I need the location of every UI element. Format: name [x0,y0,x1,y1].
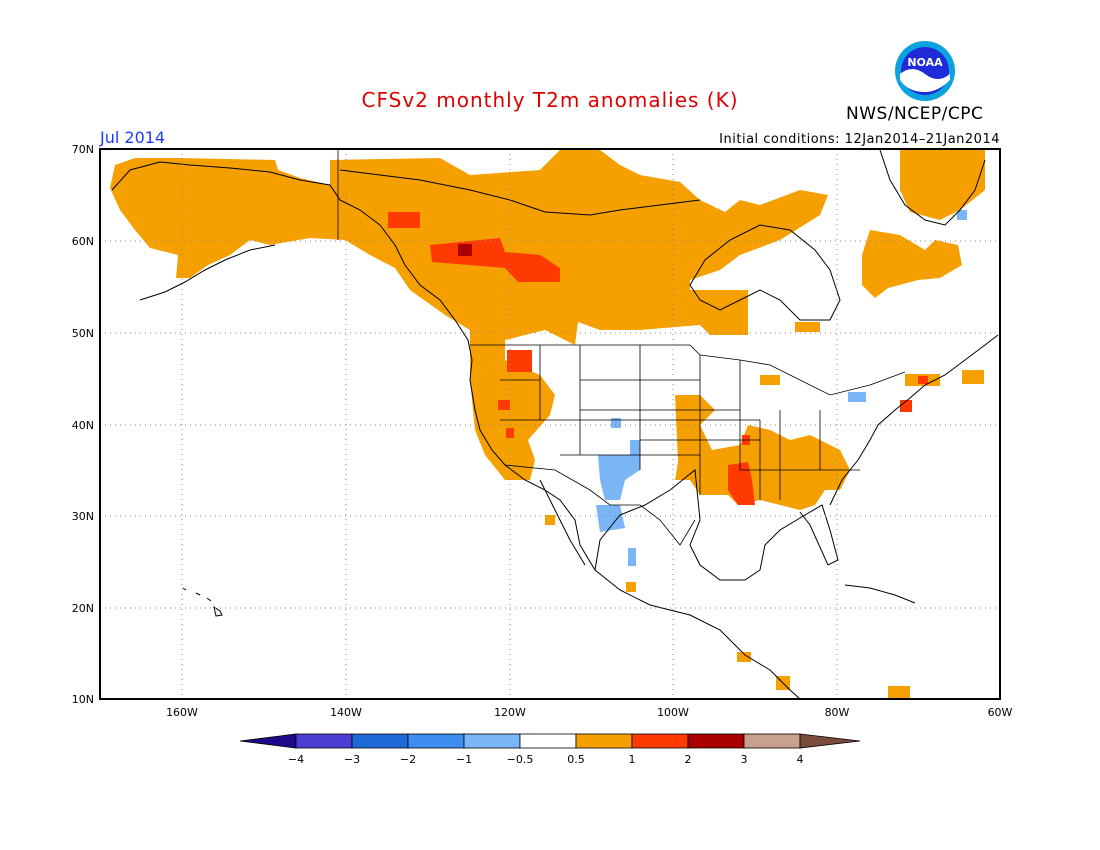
lon-label: 60W [988,706,1013,719]
aleutian-coastline [139,244,276,301]
labrador-cool-patch [957,210,967,220]
colorbar-label: −1 [456,753,472,766]
initial-conditions: Initial conditions: 12Jan2014–21Jan2014 [719,132,1000,147]
lat-label: 30N [72,510,94,523]
baja-coastline [539,479,586,566]
chart-title: CFSv2 monthly T2m anomalies (K) [361,88,739,112]
lat-label: 10N [72,693,94,706]
colorado-cool-patch [611,418,621,428]
state-borders [500,345,860,500]
colorbar-label: −0.5 [507,753,534,766]
colorbar-label: −3 [344,753,360,766]
colorbar-min-arrow [239,733,297,749]
cuba-coastline [844,584,916,604]
greenland-warm-region [900,150,985,220]
colorbar-label: −2 [400,753,416,766]
us-mexico-border [504,464,696,546]
lat-label: 60N [72,235,94,248]
alaska-coastline [111,161,801,699]
bc-red-patch [388,212,420,228]
central-america-warm-patch [737,652,751,662]
maine-red-patch [918,376,928,384]
colorbar-segment [407,733,465,749]
lat-label: 50N [72,327,94,340]
mexico-warm-patch [626,582,636,592]
colorbar-segment [575,733,633,749]
plot-frame [99,148,1001,700]
lat-label: 40N [72,419,94,432]
mexico-cool-patch [628,548,636,566]
colorbar-segment [631,733,689,749]
colorbar-max-arrow [799,733,861,749]
agency-label: NWS/NCEP/CPC [846,104,984,124]
colorbar-segment [295,733,353,749]
lon-label: 160W [166,706,198,719]
hudson-bay-coastline [689,224,841,321]
anomaly-fields [110,150,985,699]
south-central-warm-region [675,395,850,510]
colorbar-label: 0.5 [567,753,585,766]
colorbar-label: 1 [629,753,636,766]
colorbar-label: 3 [741,753,748,766]
california-red-patch-2 [506,428,514,438]
great-lakes-warm-patch [760,375,780,385]
gulf-coast-warm-patch [545,515,555,525]
south-america-warm-patch [888,686,910,699]
east-coastline [829,334,999,506]
hudson-warm-patch [795,322,820,332]
noaa-logo-icon: NOAA [895,41,955,101]
lon-label: 120W [494,706,526,719]
northwest-mexico-cool-region [596,505,625,532]
canada-us-border [470,344,906,396]
gulf-coastline [594,469,839,581]
warm-anomaly-regions [110,150,985,699]
colorbar-segment [463,733,521,749]
southwest-cool-region [598,440,640,500]
coastlines [111,149,999,699]
colorbar-label: 2 [685,753,692,766]
forecast-month: Jul 2014 [100,128,166,147]
lon-label: 140W [330,706,362,719]
logo-text: NOAA [907,56,943,69]
greenland-coastline [879,149,986,226]
colorbar [239,733,861,749]
great-lakes-cool-patch [848,392,866,402]
colorbar-segment [519,733,577,749]
lon-label: 100W [657,706,689,719]
colorbar-segment [687,733,745,749]
lat-label: 70N [72,143,94,156]
maritime-warm-patch [962,370,984,384]
mississippi-red-region [728,462,755,505]
colorbar-segment [351,733,409,749]
lon-label: 80W [825,706,850,719]
political-borders [337,150,906,546]
lat-label: 20N [72,602,94,615]
hot-spot-region [458,244,472,256]
arctic-coastline [339,169,701,216]
colorbar-label: −4 [288,753,304,766]
pacific-nw-red-patch [507,350,532,372]
california-red-patch [498,400,510,410]
colorbar-label: 4 [797,753,804,766]
colorbar-segment [743,733,801,749]
quebec-warm-region [862,230,962,298]
gridlines [100,149,1000,699]
hawaii-islands [182,587,223,617]
